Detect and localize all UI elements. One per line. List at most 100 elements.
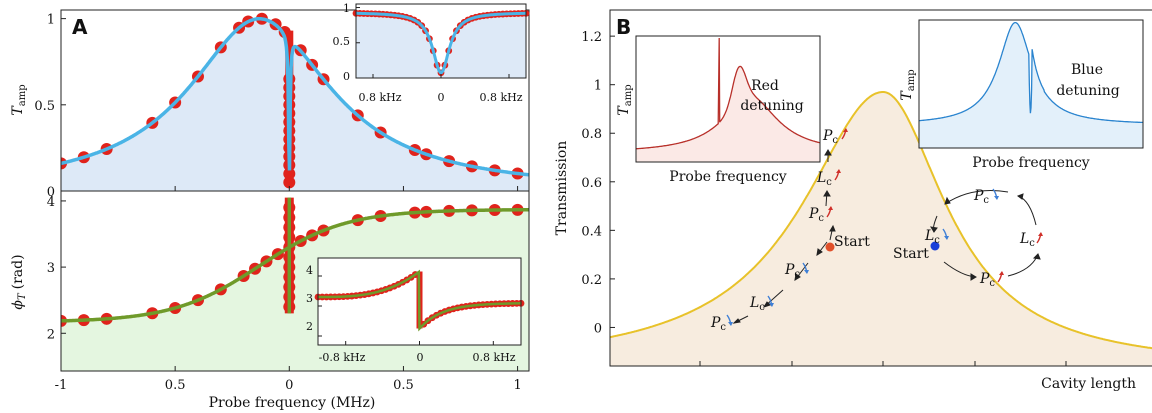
svg-text:Pc: Pc [979,271,995,289]
b-inset-blue-ylabel-symbol: T [899,90,915,101]
a-top-ytick-1: 0.5 [34,99,55,114]
b-inset-red-ylabel: Tamp [616,84,634,115]
label-cycle-pc-red: Pc [979,271,995,289]
b-inset-blue-title-2: detuning [1056,83,1119,99]
label-cycle-pc-blue: Pc [973,188,989,206]
b-inset-red-title-1: Red [751,78,779,94]
a-bottom-inset-xtick-0: -0.8 kHz [319,351,366,364]
left-label-3-sub: c [794,269,800,280]
a-bottom-inset-xtick-1: 0 [417,351,424,364]
panel-label-a: A [72,15,88,39]
a-bottom-ticks: 2 3 4 -1 0.5 0 0.5 1 [47,195,522,393]
left-label-0-sub: c [832,135,838,146]
arrowhead-9 [930,226,938,233]
panel-a-top: 00.51 A Tamp 0.8 kHz 0 0.8 kHz 0 0.5 1 [10,2,530,200]
svg-text:Pc: Pc [784,262,800,280]
label-left-lc-blue: Lc [749,295,765,313]
b-ytick-5: 1 [594,79,602,94]
b-inset-blue-title-1: Blue [1071,62,1103,78]
svg-text:Lc: Lc [816,170,832,188]
a-top-fit-line [61,17,529,177]
b-ytick-2: 0.4 [581,224,602,239]
left-label-1-sym: L [816,170,826,186]
a-top-inset-xtick-0: 0.8 kHz [358,91,401,104]
start-marker-right [930,241,940,251]
b-ticks: 0 0.2 0.4 0.6 0.8 1 1.2 [581,30,1067,366]
b-ytick-0: 0 [594,321,602,336]
a-bottom-inset-xtick-2: 0.8 kHz [472,351,515,364]
b-inset-blue-ylabel-sub: amp [906,69,917,91]
left-label-2-sym: P [808,206,819,222]
arrowhead-1 [816,248,823,256]
left-label-3-sym: P [784,262,795,278]
arrowhead-12 [1016,193,1024,200]
cycle-arrow-5 [1017,195,1037,226]
svg-text:Pc: Pc [822,128,838,146]
spin-arrowhead-9 [999,271,1004,275]
svg-text:Lc: Lc [749,295,765,313]
b-inset-red-ylabel-sub: amp [623,84,634,106]
svg-text:Pc: Pc [710,315,726,333]
a-bottom-inset-ytick-1: 3 [306,292,313,305]
a-bottom-ylabel: ϕT (rad) [10,254,28,309]
a-bottom-frame [60,190,530,372]
b-ytick-3: 0.6 [581,176,602,191]
arrowhead-11 [1032,253,1041,260]
cycle-label-3-sub: c [989,278,995,289]
cycle-label-0-sub: c [983,195,989,206]
b-inset-red-ylabel-symbol: T [616,105,632,116]
a-top-inset-xtick-2: 0.8 kHz [479,91,522,104]
svg-text:Lc: Lc [924,228,940,246]
b-inset-red-line [635,37,821,150]
arrowhead-3 [762,301,771,308]
label-cycle-lc-blue: Lc [924,228,940,246]
cycle-label-2-sub: c [1029,238,1035,249]
a-bottom-ytick-0: 2 [47,327,55,342]
svg-text:Pc: Pc [973,188,989,206]
a-bottom-inset-ytick-2: 4 [306,264,313,277]
spin-arrowhead-1 [836,169,841,173]
b-inset-blue: Probe frequency Tamp Blue detuning [899,19,1144,171]
left-label-4-sym: L [749,295,759,311]
left-label-5-sym: P [710,315,721,331]
spin-arrowhead-0 [843,128,848,132]
svg-text:Pc: Pc [808,206,824,224]
a-top-ylabel: Tamp [10,84,28,115]
spin-arrowhead-8 [1038,232,1043,236]
a-bottom-inset: -0.8 kHz 0 0.8 kHz 2 3 4 [306,257,525,364]
arrowhead-7 [824,149,832,156]
cycle-arrow-1 [944,190,1009,205]
a-bottom-xtick-3: 0.5 [393,378,414,393]
arrowhead-10 [970,273,977,281]
a-bottom-xtick-1: 0.5 [165,378,186,393]
a-bottom-ytick-2: 4 [47,195,55,210]
b-arrows [732,149,1041,324]
left-label-5-sub: c [720,322,726,333]
spin-arrowhead-7 [944,236,949,240]
a-bottom-xtick-2: 0 [285,378,293,393]
a-top-inset-ytick-2: 1 [343,2,350,15]
a-bottom-fit-line [61,197,529,323]
a-top-ytick-0: 0 [47,185,55,200]
left-label-0-sym: P [822,128,833,144]
a-top-ylabel-symbol: T [10,105,26,116]
b-inset-blue-frame [918,19,1144,149]
spin-arrowhead-3 [804,270,809,274]
label-left-pc-mid: Pc [808,206,824,224]
spin-arrowhead-5 [728,322,733,326]
b-inset-blue-ylabel: Tamp [899,69,917,100]
panel-a-bottom: 2 3 4 -1 0.5 0 0.5 1 ϕT (rad) Probe frequency (M… [10,190,530,411]
left-label-1-sub: c [826,177,832,188]
panel-b: 0 0.2 0.4 0.6 0.8 1 1.2 B Transmission Cavity … [554,9,1152,392]
arrowhead-4 [732,318,741,324]
cycle-arrow-4 [1007,253,1039,277]
a-top-ytick-2: 1 [47,13,55,28]
b-inset-blue-line [918,21,1144,124]
b-frame [609,9,1152,367]
b-ytick-4: 0.8 [581,127,602,142]
b-inset-red-fill [636,38,820,162]
b-ylabel: Transmission [554,141,570,236]
a-top-inset-ytick-1: 0.5 [333,35,351,48]
a-top-inset-ytick-0: 0 [343,70,350,83]
